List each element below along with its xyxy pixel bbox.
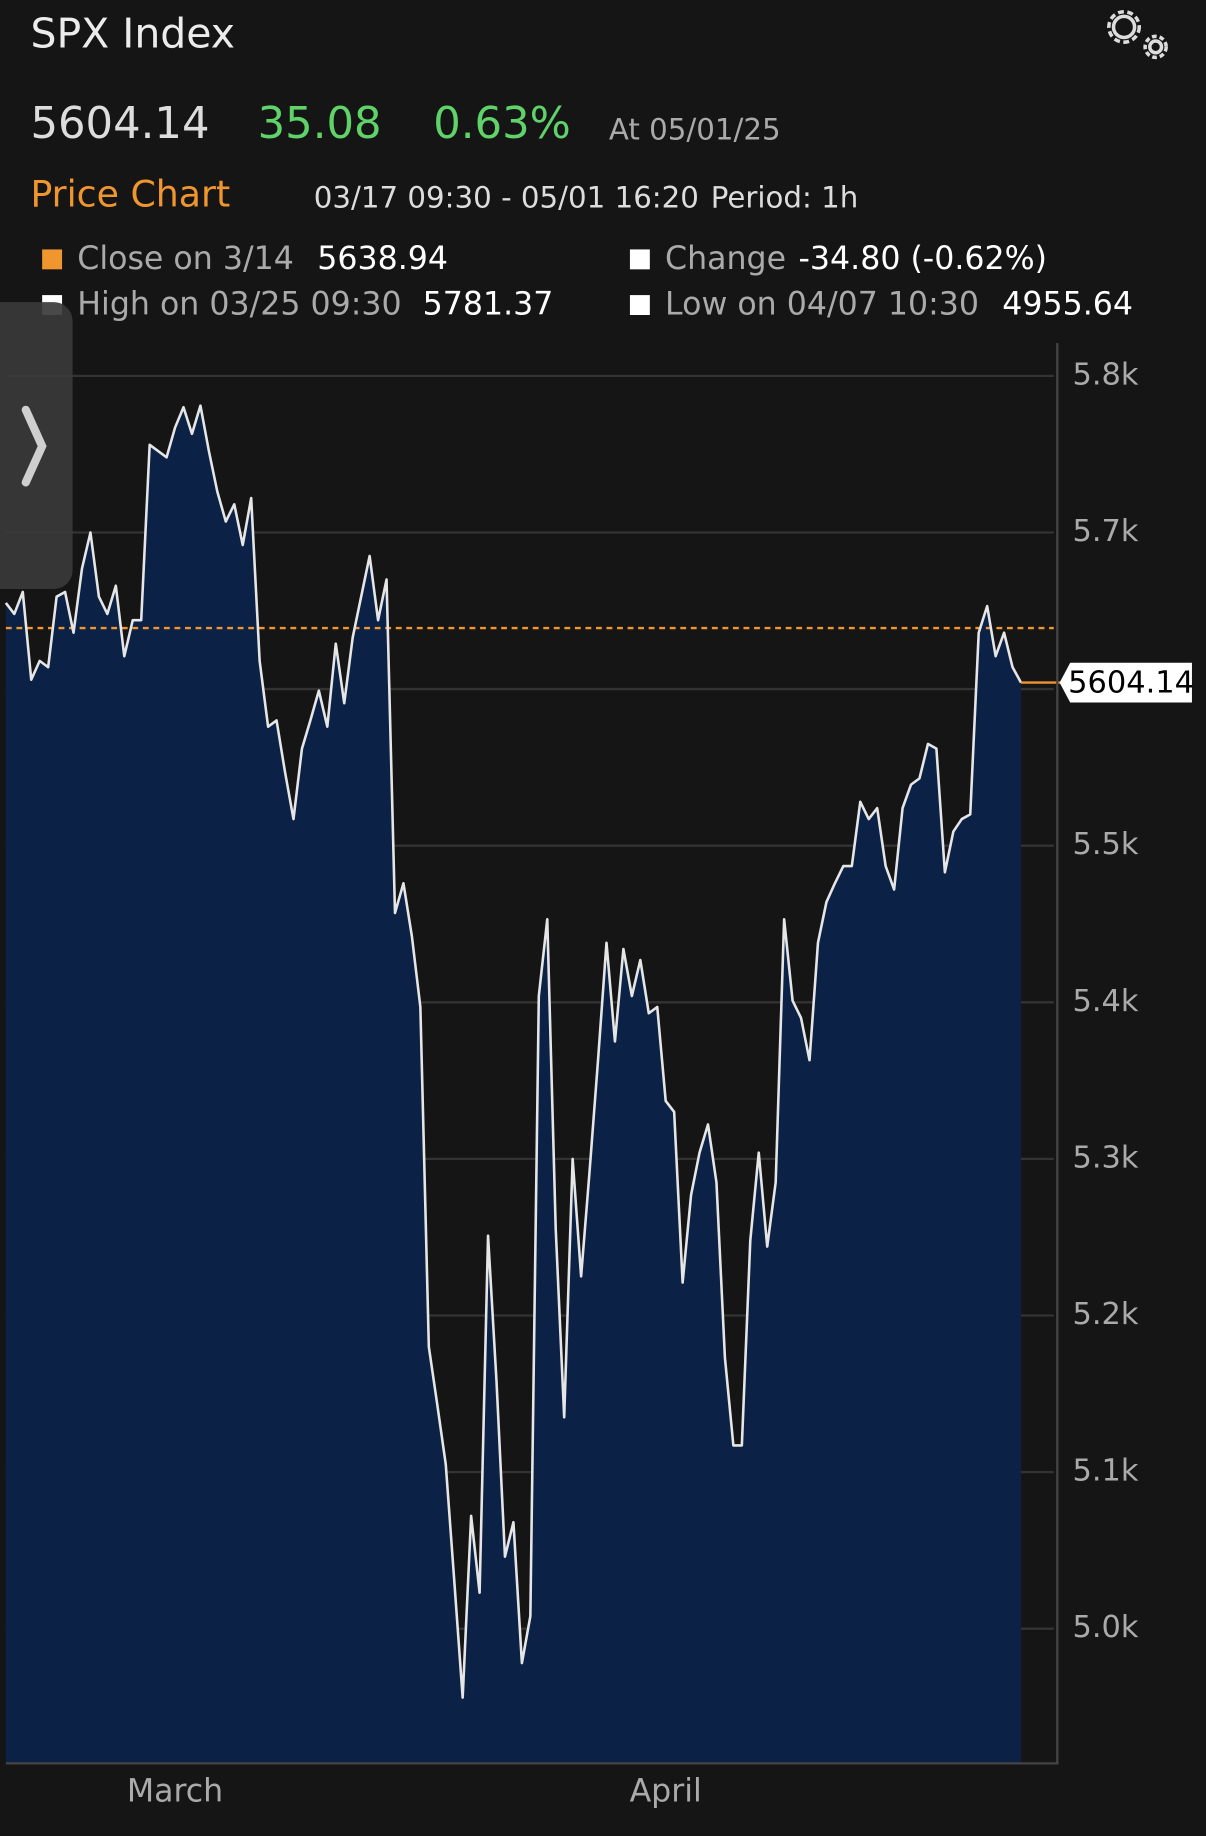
last-value-box <box>1059 662 1192 703</box>
y-tick-label: 5.8k <box>1073 357 1139 392</box>
change: 35.08 <box>258 99 382 149</box>
y-tick-label: 5.3k <box>1073 1140 1139 1175</box>
last-value-label: 5604.14 <box>1068 665 1194 700</box>
side-panel[interactable] <box>0 302 73 589</box>
price-line <box>4 404 1023 1699</box>
y-tick-label: 5.7k <box>1073 514 1139 549</box>
stat-label: Low on 04/07 10:30 <box>665 287 979 323</box>
gear-large[interactable] <box>1107 9 1142 44</box>
change-pct: 0.63% <box>433 99 571 149</box>
gear-large-core[interactable] <box>1111 14 1137 40</box>
stats: Close on 3/14 5638.94 Change -34.80 (-0.62%… <box>42 241 1133 323</box>
plot: 5.0k5.1k5.2k5.3k5.4k5.5k5.6k5.7k5.8k5604… <box>4 343 1194 1810</box>
chevron[interactable] <box>21 405 47 487</box>
y-tick-label: 5.1k <box>1073 1454 1139 1489</box>
price: 5604.14 <box>30 99 209 149</box>
y-tick-label: 5.4k <box>1073 984 1139 1019</box>
stat-value: 5638.94 <box>317 241 448 277</box>
chart-period: Period: 1h <box>711 181 859 215</box>
gear-small[interactable] <box>1143 34 1168 60</box>
stat-label: Change <box>665 241 786 277</box>
y-tick-label: 5.2k <box>1073 1297 1139 1332</box>
y-tick-label: 5.5k <box>1073 827 1139 862</box>
stat-swatch <box>629 295 650 315</box>
chart-range: 03/17 09:30 - 05/01 16:20 <box>314 181 699 215</box>
stat-value: -34.80 (-0.62%) <box>799 241 1047 277</box>
stat-swatch <box>42 249 63 270</box>
x-tick-label: March <box>127 1774 223 1810</box>
stat-value: 4955.64 <box>1002 287 1133 323</box>
y-tick-label: 5.0k <box>1073 1610 1139 1645</box>
settings-icon[interactable] <box>1107 9 1168 60</box>
area <box>5 405 1022 1764</box>
side-panel-bg[interactable] <box>0 302 73 589</box>
stat-swatch <box>629 249 650 270</box>
title: SPX Index <box>30 9 235 57</box>
stat-value: 5781.37 <box>423 287 554 323</box>
gear-small-core[interactable] <box>1148 39 1164 55</box>
chart-title: Price Chart <box>30 173 230 216</box>
stat-label: High on 03/25 09:30 <box>77 287 401 323</box>
x-tick-label: April <box>630 1774 702 1810</box>
stat-label: Close on 3/14 <box>77 241 294 277</box>
as-of: At 05/01/25 <box>609 113 781 147</box>
